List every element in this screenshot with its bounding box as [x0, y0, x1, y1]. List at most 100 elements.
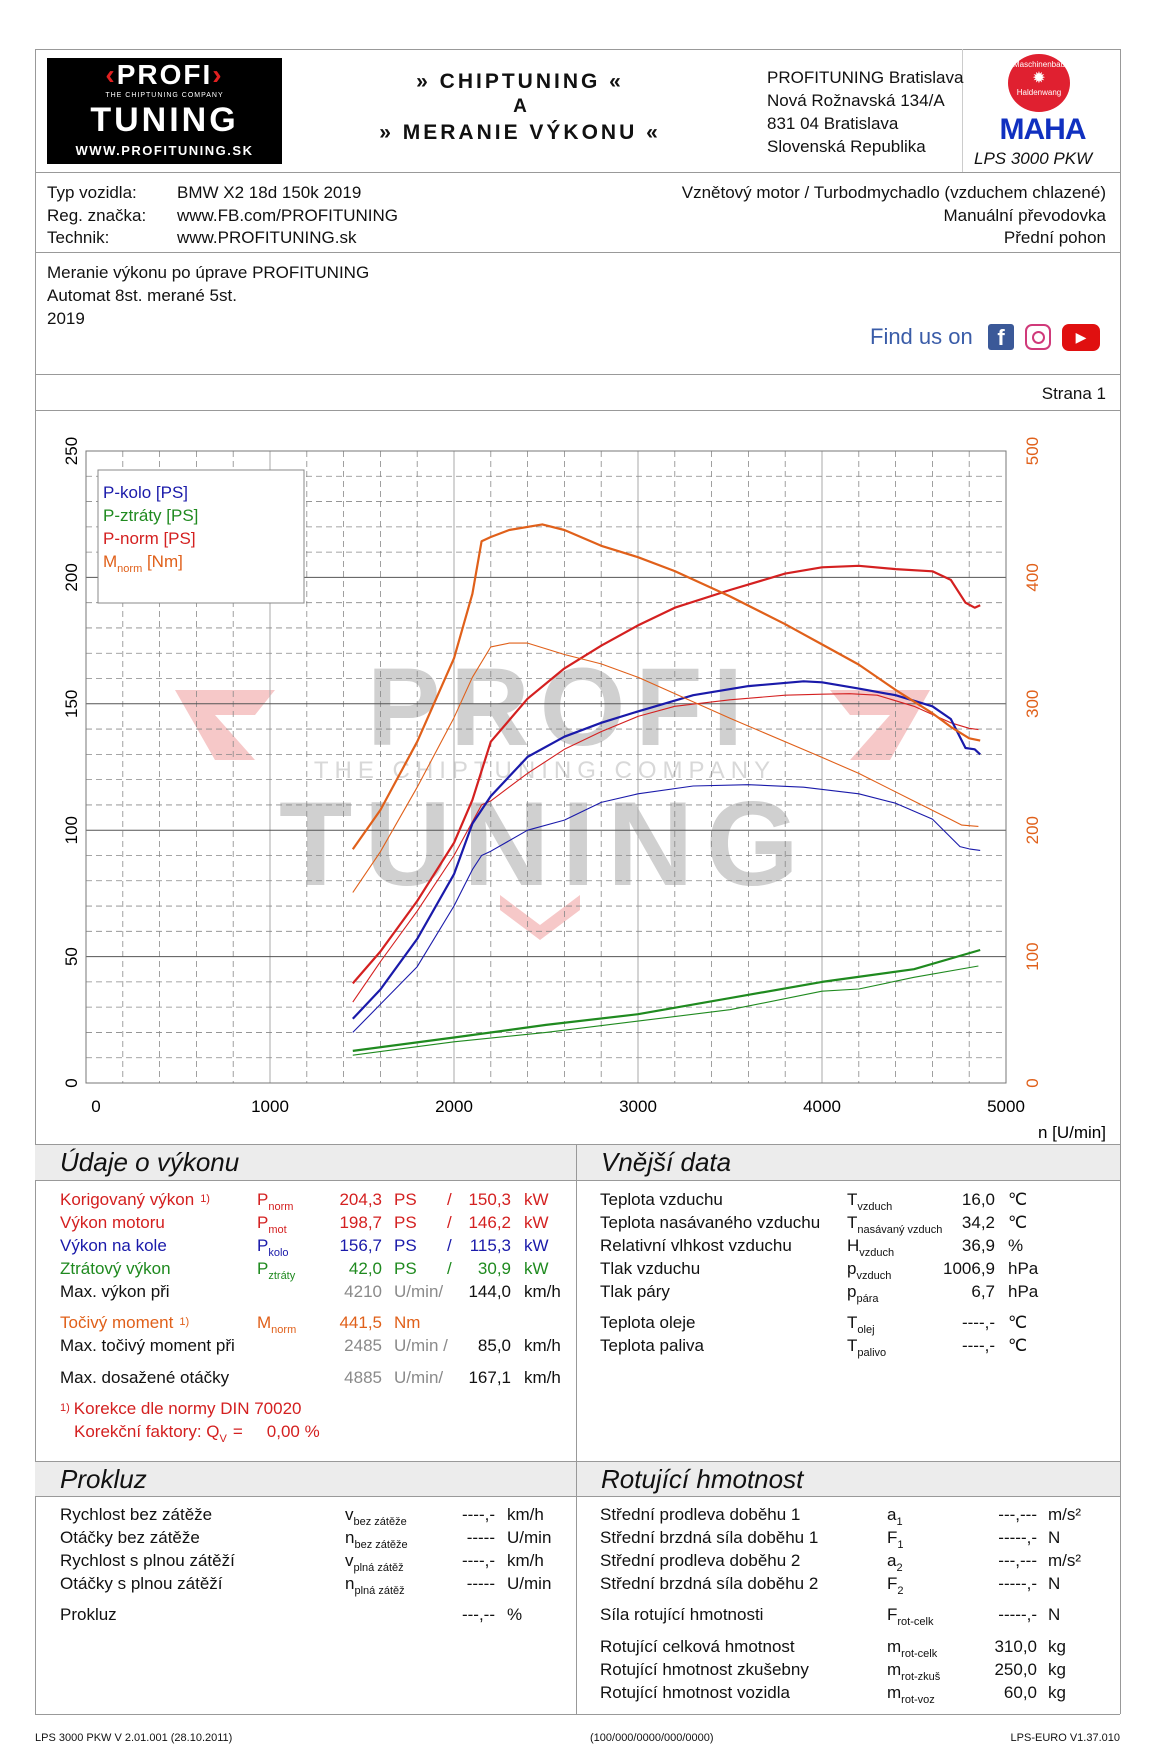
y-left-tick-label: 0	[62, 1078, 81, 1087]
footnote-text: Korekce dle normy DIN 70020	[73, 1399, 302, 1418]
legend-entry: P-norm [PS]	[103, 529, 196, 548]
rotating-unit: kg	[1048, 1683, 1066, 1702]
external-symbol: pvzduch	[847, 1259, 891, 1282]
facebook-icon[interactable]: f	[988, 324, 1014, 350]
section-band-bottom	[35, 1461, 1120, 1497]
perf-label-cell: Výkon motoru	[60, 1213, 165, 1233]
symbol: a	[887, 1551, 897, 1570]
perf-label-cell: Točivý moment 1)	[60, 1313, 189, 1335]
slip-symbol: vbez zátěže	[345, 1505, 407, 1528]
rotating-label: Síla rotující hmotnosti	[600, 1605, 764, 1624]
symbol: T	[847, 1190, 858, 1209]
vehicle-spec: Přední pohon	[1003, 228, 1106, 247]
symbol-subscript: rot-voz	[901, 1694, 935, 1706]
performance-title: Údaje o výkonu	[60, 1147, 240, 1177]
rotating-symbol: F2	[887, 1574, 904, 1597]
perf-symbol: Pztráty	[257, 1259, 295, 1282]
y-right-tick-label: 200	[1023, 816, 1042, 844]
perf-value-2: 30,9	[477, 1259, 511, 1278]
external-unit: ℃	[1008, 1213, 1028, 1232]
rotating-symbol: a1	[887, 1505, 903, 1528]
external-label: Tlak vzduchu	[600, 1259, 701, 1278]
rotating-title: Rotující hmotnost	[601, 1464, 804, 1494]
perf-unit-1: Nm	[394, 1313, 421, 1332]
symbol-subscript: 1	[897, 1539, 904, 1551]
rotating-value: -----,-	[998, 1605, 1037, 1624]
rotating-value: ---,---	[998, 1505, 1037, 1524]
symbol: T	[847, 1213, 858, 1232]
x-axis-label: n [U/min]	[1038, 1123, 1106, 1142]
logo-tagline: THE CHIPTUNING COMPANY	[105, 92, 224, 99]
external-symbol: ppára	[847, 1282, 879, 1305]
slip-label: Otáčky s plnou zátěží	[60, 1574, 223, 1593]
instagram-icon[interactable]	[1025, 324, 1051, 350]
frame-right	[1120, 49, 1121, 1714]
slip-unit: km/h	[507, 1551, 544, 1570]
symbol: p	[847, 1259, 857, 1278]
external-unit: ℃	[1008, 1336, 1028, 1355]
plot-frame	[85, 450, 1007, 1084]
address-line: Nová Rožnavská 134/A	[767, 91, 945, 110]
x-tick-label: 2000	[435, 1097, 473, 1116]
divider-header	[35, 172, 1120, 173]
divider-page	[35, 410, 1120, 411]
youtube-icon[interactable]: ▶	[1062, 324, 1100, 351]
symbol: P	[257, 1259, 269, 1278]
symbol-subscript: rot-celk	[901, 1648, 938, 1660]
perf-unit-1: PS	[394, 1190, 417, 1209]
perf-unit-1: PS	[394, 1236, 417, 1255]
rotating-unit: N	[1048, 1574, 1061, 1593]
perf-footnote-mark: 1)	[179, 1316, 190, 1328]
rotating-value: -----,-	[998, 1528, 1037, 1547]
perf-unit-1: PS	[394, 1213, 417, 1232]
external-unit: hPa	[1008, 1282, 1039, 1301]
external-value: 6,7	[971, 1282, 995, 1301]
symbol: v	[345, 1551, 354, 1570]
perf-value-1: 4885	[344, 1368, 382, 1387]
y-right-tick-label: 500	[1023, 437, 1042, 465]
perf-value-1: 441,5	[339, 1313, 382, 1332]
title-a: A	[513, 96, 527, 117]
rotating-symbol: mrot-zkuš	[887, 1660, 940, 1683]
maha-ring-bottom: Haldenwang	[1016, 88, 1062, 97]
slip-value: ----,-	[461, 1551, 495, 1570]
find-us-label: Find us on	[870, 324, 973, 349]
perf-label: Výkon na kole	[60, 1236, 167, 1255]
frame-top	[35, 49, 1120, 50]
perf-unit-2: km/h	[524, 1336, 561, 1355]
symbol: p	[847, 1282, 857, 1301]
address-line: PROFITUNING Bratislava	[767, 68, 964, 87]
factor-eq: =	[232, 1422, 243, 1441]
external-symbol: Tvzduch	[847, 1190, 892, 1213]
note-line: Meranie výkonu po úprave PROFITUNING	[47, 263, 370, 282]
y-right-tick-label: 300	[1023, 690, 1042, 718]
external-value: 36,9	[961, 1236, 995, 1255]
series-line-1	[352, 693, 979, 1003]
x-tick-label: 1000	[251, 1097, 289, 1116]
rotating-value: 310,0	[994, 1637, 1037, 1656]
perf-label-cell: Max. točivý moment při	[60, 1336, 235, 1356]
external-label: Tlak páry	[600, 1282, 670, 1301]
symbol: P	[257, 1213, 269, 1232]
slip-label: Rychlost bez zátěže	[60, 1505, 213, 1524]
vehicle-value: www.FB.com/PROFITUNING	[177, 205, 399, 225]
y-left-tick-label: 50	[62, 947, 81, 966]
device-label: LPS 3000 PKW	[974, 149, 1093, 168]
maha-brand: MAHA	[999, 113, 1087, 146]
symbol-subscript: olej	[857, 1324, 875, 1336]
perf-label: Max. výkon při	[60, 1282, 170, 1301]
symbol-subscript: pára	[856, 1293, 879, 1305]
slip-value: ---,--	[461, 1605, 495, 1624]
vehicle-label: Reg. značka:	[47, 205, 147, 225]
series-line-3	[352, 784, 981, 1033]
perf-label-cell: Výkon na kole	[60, 1236, 167, 1256]
vehicle-label: Typ vozidla:	[47, 183, 137, 202]
perf-footnote-mark: 1)	[200, 1193, 210, 1205]
symbol-subscript: kolo	[268, 1247, 289, 1259]
rotating-symbol: Frot-celk	[887, 1605, 933, 1628]
symbol-subscript: norm	[268, 1201, 294, 1213]
vehicle-specs: Vznětový motor / Turbodmychadlo (vzduche…	[682, 182, 1106, 250]
rotating-label: Střední brzdná síla doběhu 2	[600, 1574, 819, 1593]
title-meranie: » MERANIE VÝKONU «	[379, 121, 661, 144]
external-symbol: Tnasávaný vzduch	[847, 1213, 942, 1236]
